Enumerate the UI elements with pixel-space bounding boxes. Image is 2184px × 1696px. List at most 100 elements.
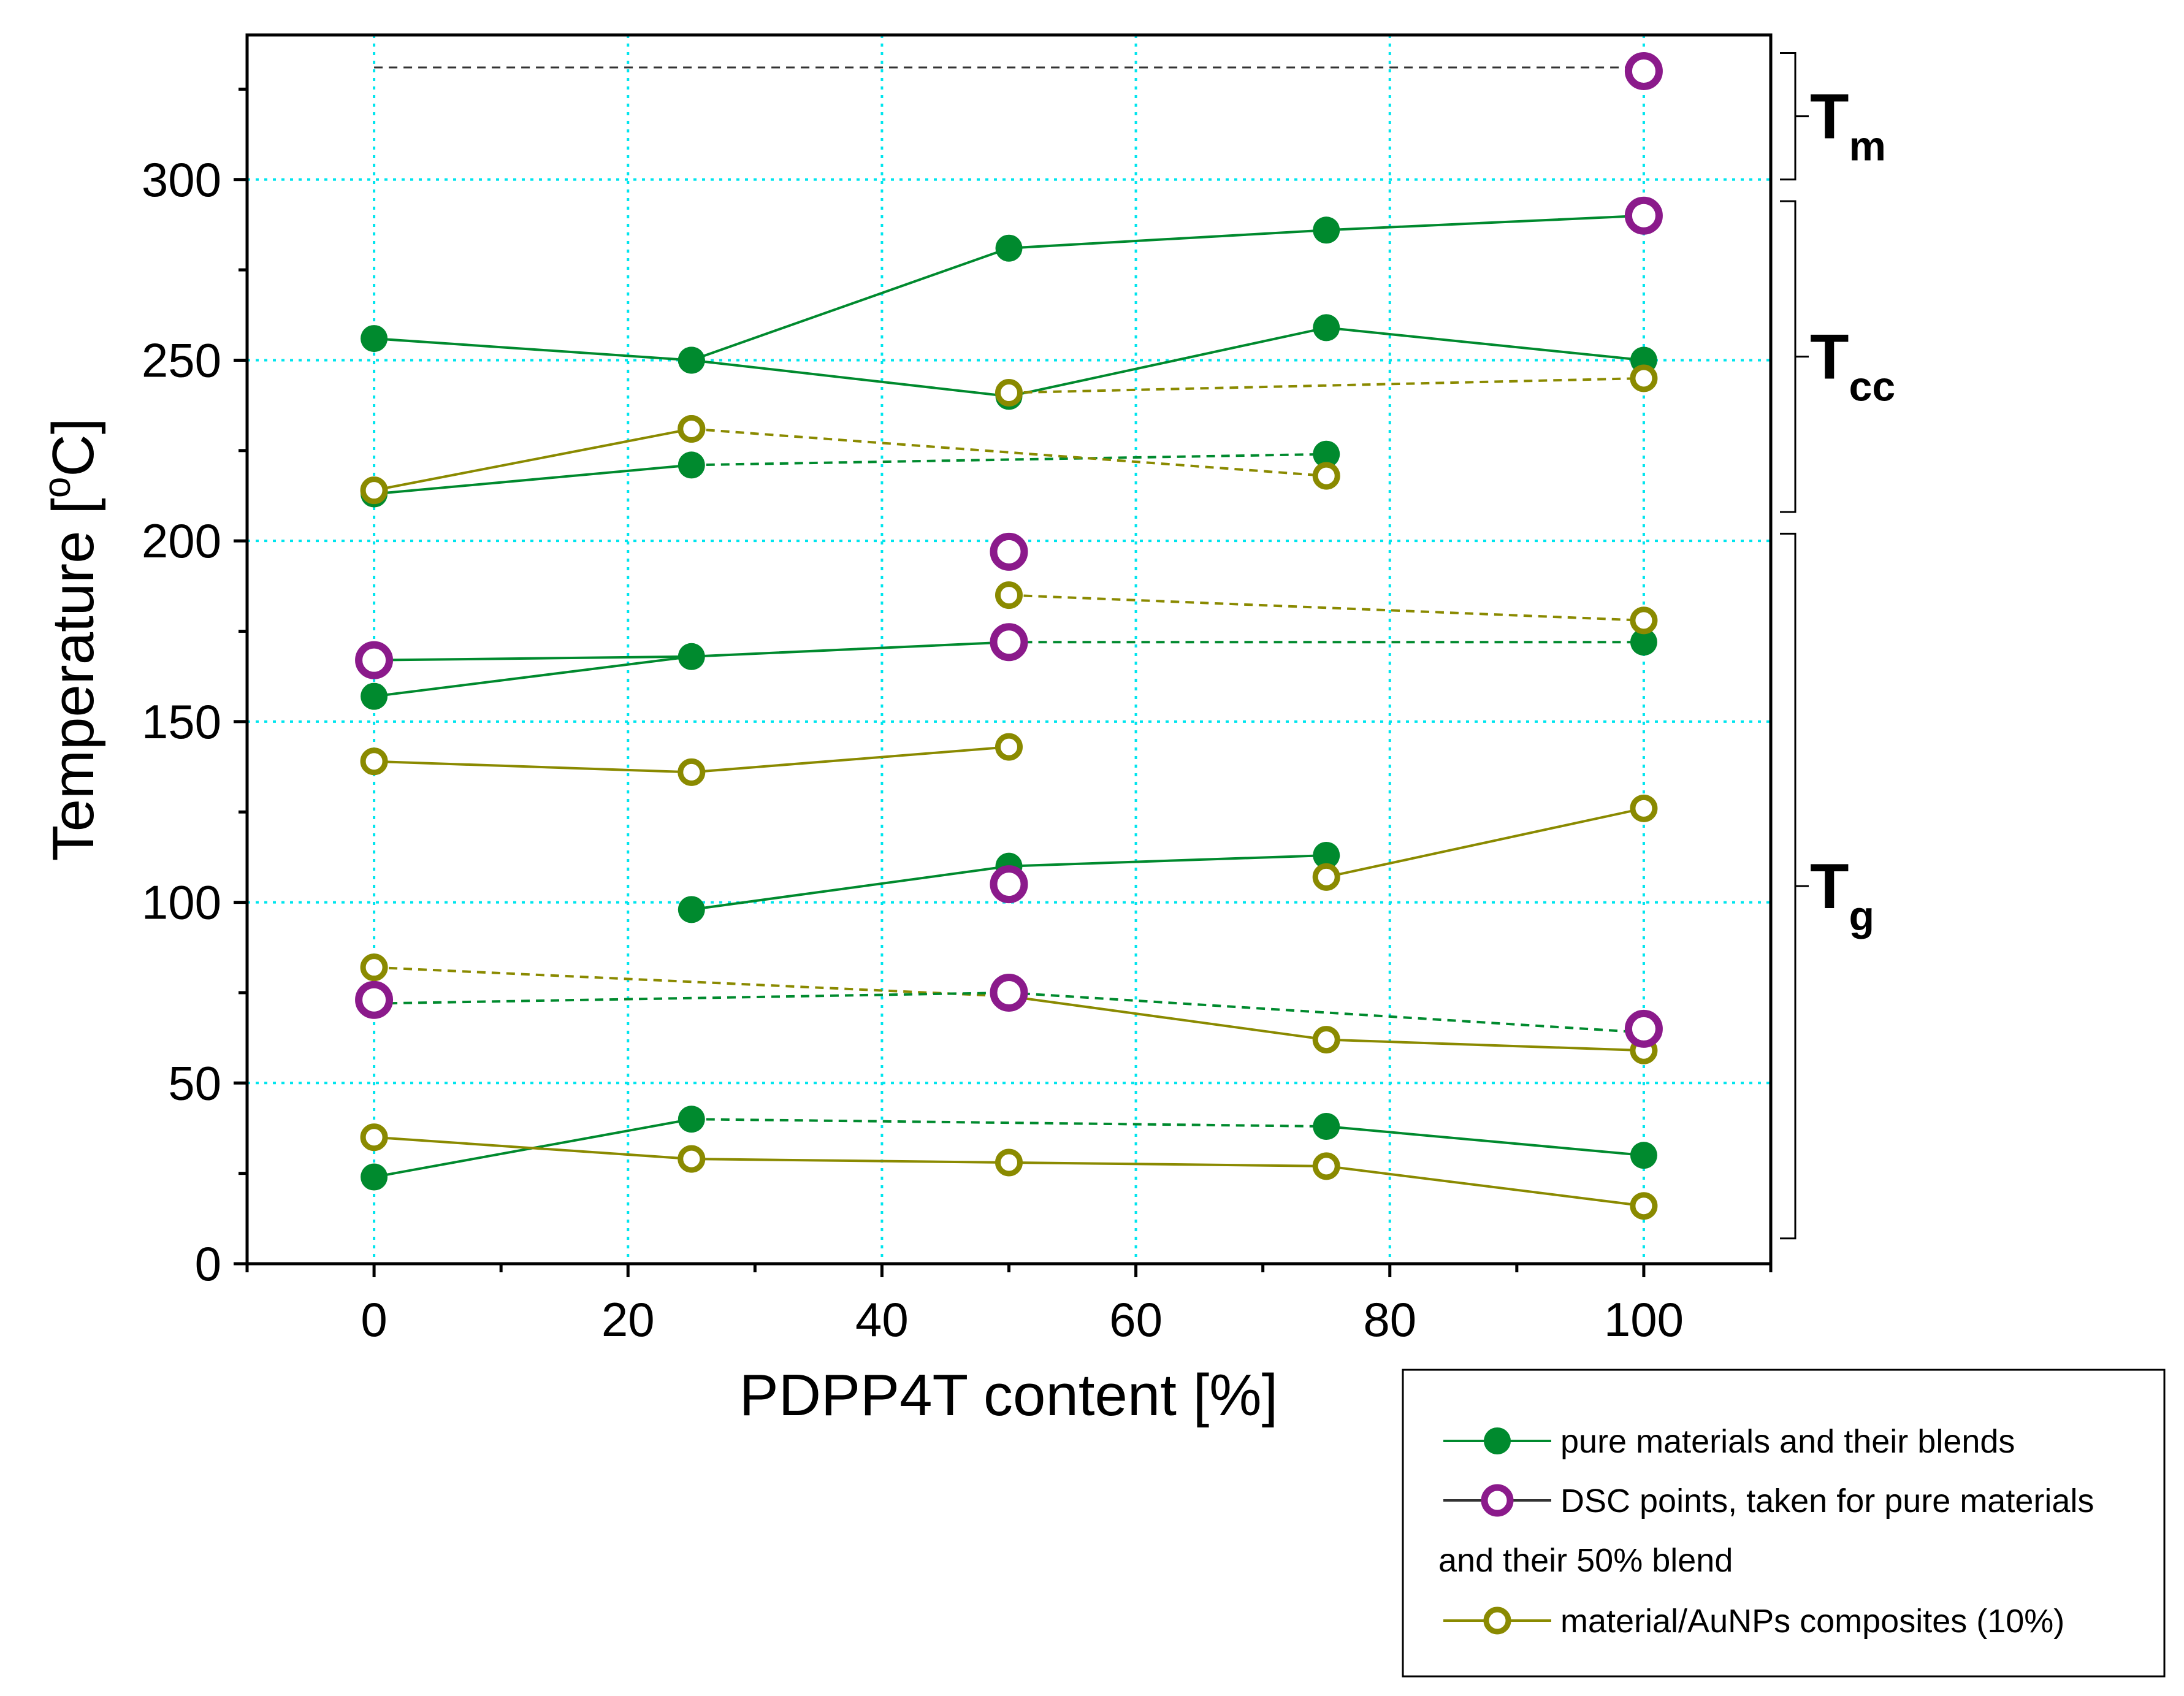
series-line: [374, 655, 692, 662]
y-tick-label: 300: [142, 153, 221, 207]
region-label: Tcc: [1810, 322, 1895, 410]
region-label-sub: m: [1849, 123, 1886, 170]
data-point: [1630, 606, 1658, 635]
y-tick-label: 150: [142, 695, 221, 749]
data-point: [678, 643, 705, 670]
series-line: [691, 453, 1327, 467]
data-point: [995, 1148, 1023, 1177]
data-point: [1312, 863, 1340, 891]
dsc-point: [355, 641, 394, 679]
legend: pure materials and their blends DSC point…: [1402, 1369, 2166, 1678]
dsc-point: [990, 973, 1028, 1012]
data-point: [678, 758, 706, 786]
data-markers: [355, 52, 1663, 1220]
legend-label-continued: and their 50% blend: [1438, 1542, 1733, 1579]
legend-label: DSC points, taken for pure materials: [1560, 1483, 2094, 1519]
legend-marker: [1481, 1484, 1514, 1517]
region-label-main: T: [1810, 322, 1849, 393]
dsc-point: [1624, 52, 1663, 90]
region-label-sub: cc: [1849, 364, 1896, 410]
region-bracket: [1780, 532, 1809, 1240]
data-point: [1312, 462, 1340, 490]
series-line: [691, 1118, 1327, 1128]
data-point: [1313, 841, 1340, 869]
x-axis-ticks: 0 20 40 60 80 100: [245, 1264, 1773, 1346]
data-point: [1312, 1026, 1340, 1054]
legend-label: material/AuNPs composites (10%): [1560, 1603, 2064, 1640]
dsc-point: [990, 532, 1028, 571]
dsc-point: [1624, 196, 1663, 235]
region-bracket: [1780, 200, 1809, 513]
data-point: [678, 414, 706, 443]
series-line: [1009, 594, 1644, 622]
data-point: [995, 379, 1023, 407]
legend-label: pure materials and their blends: [1560, 1423, 2015, 1460]
legend-marker: [1484, 1427, 1511, 1454]
data-point: [361, 1163, 388, 1191]
y-axis-label-main: Temperature [: [40, 498, 106, 861]
series-line: [691, 214, 1644, 362]
region-label: Tm: [1810, 82, 1886, 170]
data-point: [1630, 628, 1657, 656]
series-lines: [373, 66, 1644, 1207]
data-point: [1313, 314, 1340, 342]
series-line: [373, 464, 692, 495]
region-label: Tg: [1810, 851, 1874, 939]
series-line: [1009, 376, 1644, 394]
data-point: [1630, 794, 1658, 822]
x-tick-label: 20: [601, 1293, 655, 1346]
data-point: [1312, 1152, 1340, 1180]
series-line: [373, 966, 1009, 998]
data-point: [678, 346, 705, 374]
data-point: [1313, 440, 1340, 468]
x-axis-label: PDPP4T content [%]: [739, 1362, 1278, 1428]
series-line: [691, 427, 1327, 478]
data-point: [1630, 364, 1658, 392]
data-point: [1630, 1192, 1658, 1220]
data-point: [678, 1145, 706, 1173]
data-point: [361, 325, 388, 353]
y-tick-label: 50: [168, 1056, 221, 1110]
legend-items: pure materials and their blends DSC point…: [1438, 1423, 2094, 1640]
data-point: [678, 896, 705, 923]
x-tick-label: 0: [361, 1293, 387, 1346]
data-point: [678, 451, 705, 479]
data-point: [361, 682, 388, 710]
y-axis-ticks: 0 50 100 150 200 250 300: [142, 87, 247, 1291]
x-tick-label: 80: [1363, 1293, 1416, 1346]
x-tick-label: 60: [1109, 1293, 1163, 1346]
region-label-main: T: [1810, 851, 1849, 922]
region-label-sub: g: [1849, 893, 1875, 939]
series-line: [1326, 807, 1644, 879]
data-point: [995, 581, 1023, 609]
data-point: [995, 733, 1023, 761]
y-tick-label: 250: [142, 333, 221, 387]
y-axis-label-tail: C]: [40, 418, 106, 477]
y-axis-label-superscript: o: [36, 477, 78, 498]
dsc-point: [990, 623, 1028, 662]
data-point: [1313, 216, 1340, 244]
data-point: [1313, 1113, 1340, 1140]
x-tick-label: 40: [855, 1293, 909, 1346]
dsc-point: [355, 980, 394, 1019]
dsc-point: [1624, 1009, 1663, 1048]
x-tick-label: 100: [1604, 1293, 1684, 1346]
y-tick-label: 0: [195, 1237, 221, 1291]
region-label-main: T: [1810, 82, 1849, 153]
series-line: [1326, 1125, 1644, 1157]
legend-box: [1402, 1369, 2166, 1678]
data-point: [678, 1106, 705, 1133]
series-line: [373, 427, 692, 492]
data-point: [360, 1123, 388, 1152]
y-tick-label: 100: [142, 876, 221, 930]
y-tick-label: 200: [142, 514, 221, 568]
y-axis-label: Temperature [oC]: [36, 418, 106, 861]
legend-marker: [1483, 1606, 1511, 1635]
region-bracket: [1780, 52, 1809, 181]
data-point: [360, 476, 388, 505]
data-point: [360, 953, 388, 982]
data-point: [995, 234, 1023, 262]
data-point: [360, 747, 388, 776]
